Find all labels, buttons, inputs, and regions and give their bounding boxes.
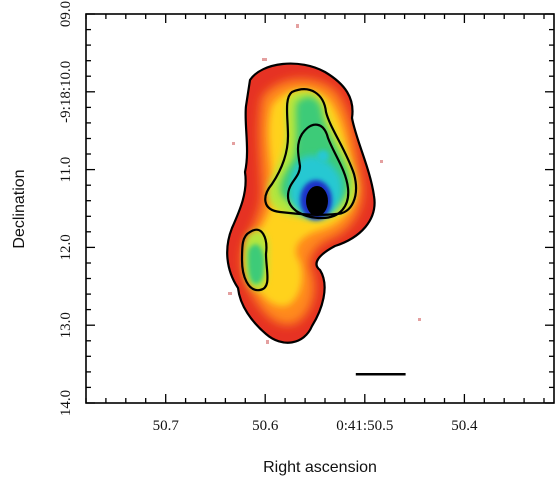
speckle <box>266 340 269 344</box>
y-tick-label: 12.0 <box>58 234 74 260</box>
speckle <box>418 318 421 321</box>
plot-frame <box>85 13 555 404</box>
emission-green-south <box>248 244 264 284</box>
x-tick-label: 50.7 <box>153 418 180 434</box>
emission-map <box>227 24 421 344</box>
speckle <box>380 160 383 163</box>
x-tick-label: 0:41:50.5 <box>336 418 393 434</box>
y-tick-label: 09.0 <box>58 1 74 27</box>
x-axis-label: Right ascension <box>263 459 377 476</box>
contour-inner <box>286 123 350 220</box>
contour-south-knot <box>240 228 269 292</box>
speckle <box>228 292 232 295</box>
y-tick-label: 14.0 <box>58 390 74 416</box>
speckle <box>262 58 267 61</box>
axis-ticks <box>85 13 554 404</box>
contour-outer <box>226 62 376 344</box>
y-axis-label: Declination <box>11 169 28 248</box>
contour-middle <box>264 88 358 216</box>
contours <box>226 62 376 344</box>
x-tick-label: 50.6 <box>252 418 279 434</box>
speckle <box>296 24 299 28</box>
speckle <box>232 142 235 145</box>
emission-cyan-knot <box>317 150 329 162</box>
y-tick-label: 13.0 <box>58 312 74 338</box>
y-tick-label: 11.0 <box>58 157 74 183</box>
axis-tick-labels: 50.7 50.6 0:41:50.5 50.4 09.0 -9:18:10.0 11.0 1… <box>58 1 478 434</box>
x-tick-label: 50.4 <box>451 418 478 434</box>
emission-speckles <box>228 24 421 344</box>
y-tick-label: -9:18:10.0 <box>58 61 74 123</box>
emission-peak-core <box>306 186 328 216</box>
